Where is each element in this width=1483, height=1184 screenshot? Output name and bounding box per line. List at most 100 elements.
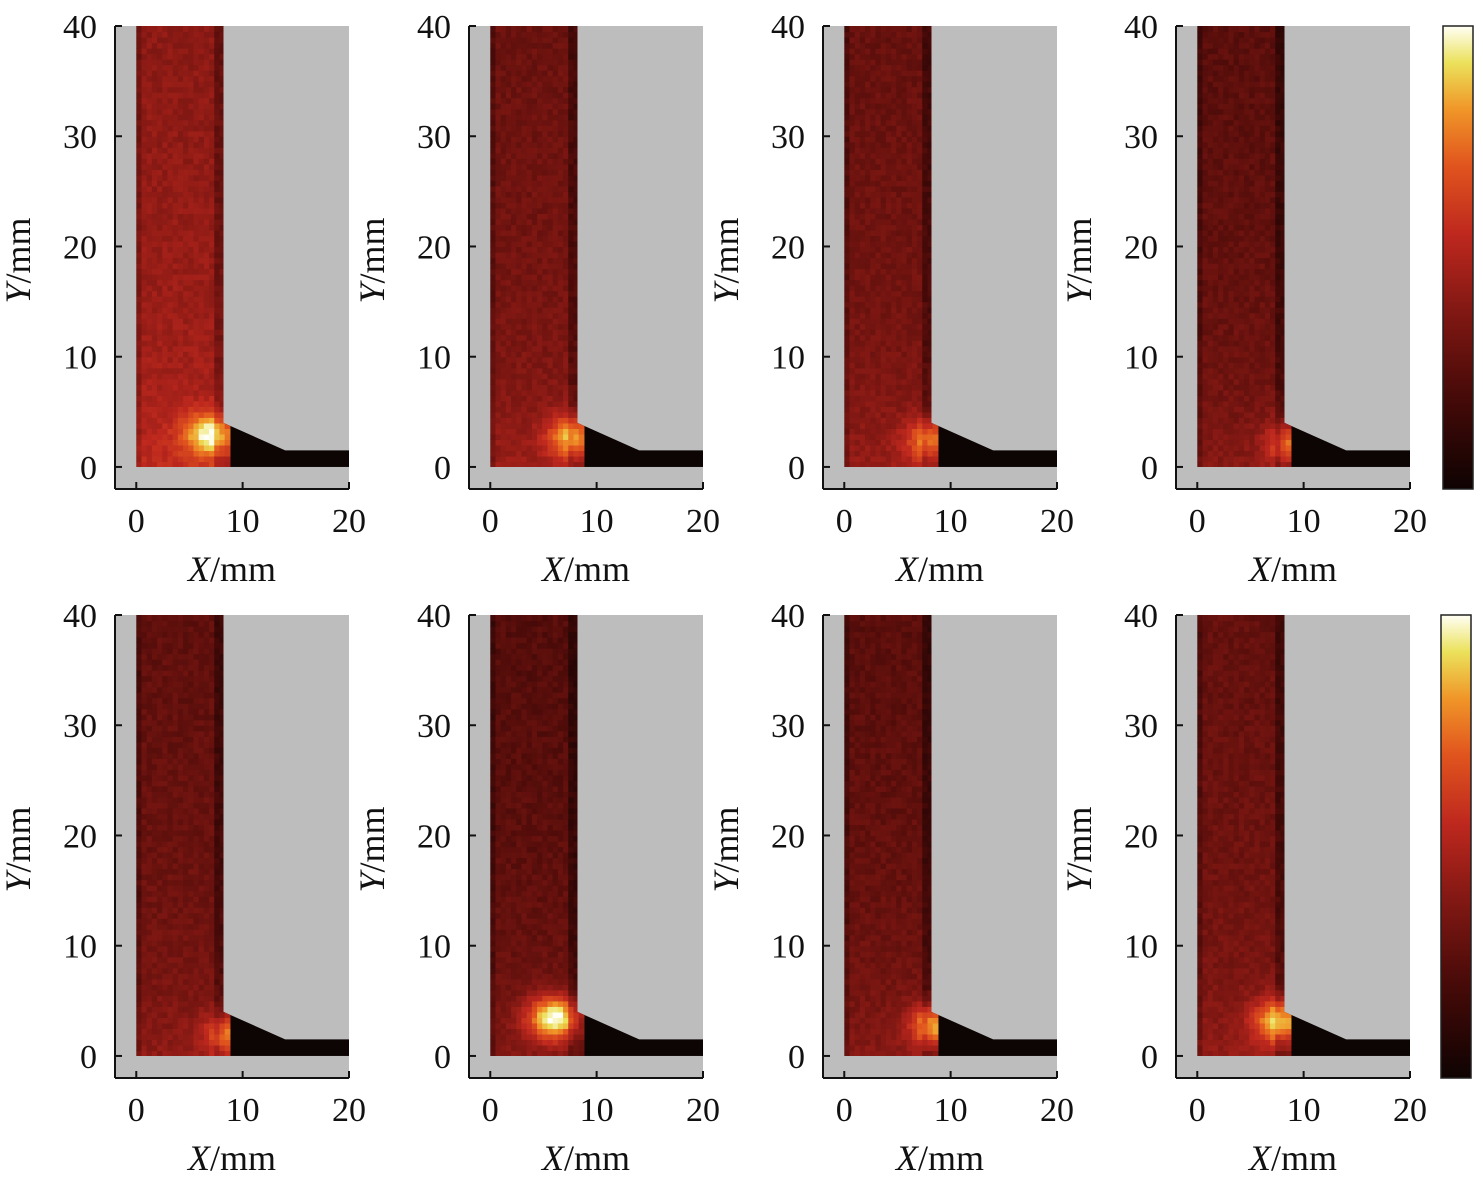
heatmap-cell — [516, 268, 523, 275]
heatmap-cell — [922, 406, 929, 413]
heatmap-cell — [495, 180, 502, 187]
heatmap-cell — [146, 444, 153, 452]
heatmap-cell — [1223, 202, 1230, 209]
heatmap-cell — [531, 114, 538, 121]
heatmap-cell — [573, 428, 580, 435]
heatmap-cell — [531, 400, 538, 407]
heatmap-cell — [1212, 202, 1219, 209]
heatmap-cell — [495, 334, 502, 341]
heatmap-cell — [490, 246, 497, 253]
heatmap-cell — [911, 444, 918, 452]
heatmap-cell — [917, 26, 923, 33]
heatmap-cell — [896, 340, 903, 347]
heatmap-cell — [901, 207, 908, 214]
heatmap-cell — [552, 329, 559, 336]
heatmap-cell — [188, 218, 195, 226]
heatmap-cell — [531, 312, 538, 319]
heatmap-cell — [568, 240, 575, 248]
heatmap-cell — [209, 373, 215, 380]
heatmap-cell — [188, 169, 195, 176]
heatmap-cell — [1223, 224, 1230, 231]
heatmap-cell — [141, 31, 148, 38]
heatmap-cell — [500, 163, 507, 170]
heatmap-cell — [537, 378, 543, 385]
heatmap-cell — [917, 274, 923, 281]
heatmap-cell — [1207, 147, 1214, 154]
heatmap-cell — [203, 455, 210, 463]
heatmap-cell — [542, 307, 549, 314]
heatmap-cell — [203, 169, 210, 176]
heatmap-cell — [1202, 59, 1209, 66]
heatmap-cell — [557, 356, 564, 363]
heatmap-cell — [172, 362, 179, 369]
heatmap-cell — [854, 86, 861, 93]
heatmap-cell — [911, 185, 918, 192]
heatmap-cell — [146, 207, 153, 214]
heatmap-cell — [891, 307, 897, 314]
heatmap-cell — [531, 301, 538, 308]
heatmap-cell — [505, 141, 512, 148]
heatmap-cell — [917, 196, 923, 203]
heatmap-cell — [198, 191, 205, 198]
heatmap-cell — [885, 213, 892, 220]
heatmap-cell — [552, 433, 559, 440]
heatmap-cell — [568, 53, 575, 60]
heatmap-cell — [511, 229, 517, 237]
heatmap-cell — [880, 229, 887, 237]
heatmap-cell — [214, 334, 221, 341]
heatmap-cell — [844, 406, 851, 413]
heatmap-cell — [875, 158, 882, 165]
heatmap-cell — [1212, 158, 1219, 165]
heatmap-cell — [885, 395, 892, 402]
heatmap-cell — [537, 345, 543, 352]
heatmap-cell — [573, 384, 580, 391]
heatmap-cell — [136, 246, 143, 253]
heatmap-cell — [911, 240, 918, 248]
heatmap-cell — [557, 312, 564, 319]
heatmap-cell — [911, 130, 918, 137]
heatmap-cell — [911, 174, 918, 181]
heatmap-cell — [537, 312, 543, 319]
heatmap-cell — [911, 119, 918, 126]
heatmap-cell — [859, 240, 866, 248]
heatmap-cell — [859, 389, 866, 396]
heatmap-cell — [917, 323, 923, 330]
heatmap-cell — [557, 323, 564, 330]
heatmap-cell — [531, 86, 538, 93]
heatmap-cell — [1223, 285, 1230, 292]
heatmap-cell — [885, 356, 892, 363]
heatmap-cell — [146, 136, 153, 143]
heatmap-cell — [547, 53, 554, 60]
heatmap-cell — [157, 345, 163, 352]
heatmap-cell — [146, 81, 153, 88]
heatmap-cell — [859, 191, 866, 198]
heatmap-cell — [1207, 59, 1214, 66]
heatmap-cell — [896, 263, 903, 270]
heatmap-cell — [209, 444, 215, 452]
heatmap-cell — [505, 329, 512, 336]
heatmap-cell — [219, 461, 226, 467]
heatmap-cell — [865, 351, 871, 358]
heatmap-cell — [511, 422, 517, 429]
heatmap-cell — [193, 114, 200, 121]
heatmap-cell — [193, 152, 200, 159]
heatmap-cell — [495, 37, 502, 44]
heatmap-cell — [198, 130, 205, 137]
heatmap-cell — [151, 417, 158, 424]
heatmap-cell — [552, 196, 559, 203]
heatmap-cell — [141, 152, 148, 159]
heatmap-cell — [557, 450, 564, 457]
heatmap-cell — [922, 163, 929, 170]
heatmap-cell — [521, 345, 528, 352]
heatmap-cell — [1202, 251, 1209, 259]
heatmap-cell — [490, 31, 497, 38]
heatmap-cell — [906, 268, 913, 275]
heatmap-cell — [177, 136, 184, 143]
heatmap-cell — [542, 268, 549, 275]
heatmap-cell — [1212, 400, 1219, 407]
heatmap-cell — [557, 417, 564, 424]
heatmap-cell — [542, 37, 549, 44]
heatmap-cell — [162, 202, 169, 209]
heatmap-cell — [547, 279, 554, 286]
heatmap-cell — [1207, 257, 1214, 264]
